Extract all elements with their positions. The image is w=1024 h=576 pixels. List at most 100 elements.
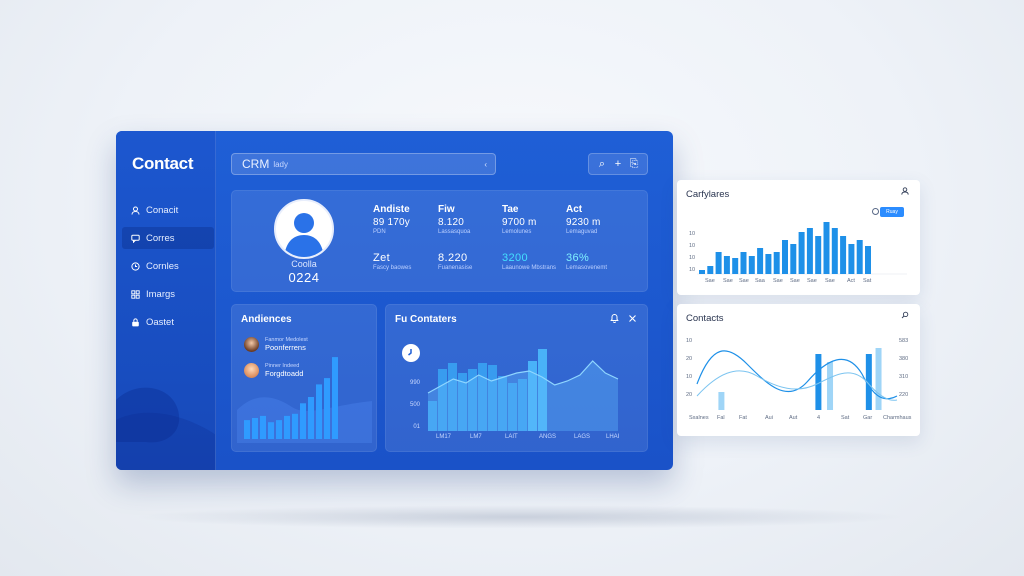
y-tick: 10 (689, 267, 696, 273)
lock-icon (131, 317, 140, 327)
bar (757, 248, 764, 274)
bar (856, 240, 863, 274)
sidebar-item-label: Cornles (146, 260, 179, 272)
person-row[interactable]: Fanmor Medolest Poonferrens (244, 337, 308, 352)
clock-icon[interactable] (402, 344, 420, 362)
radio-icon[interactable] (872, 208, 879, 215)
bar (773, 252, 780, 274)
bar (528, 361, 537, 431)
bar (740, 252, 747, 274)
bell-icon[interactable] (610, 313, 619, 323)
person-row[interactable]: Pinner Indeed Forgdtoadd (244, 363, 303, 378)
document-icon[interactable]: ⎘ (629, 157, 639, 170)
bar (865, 354, 872, 410)
close-icon[interactable] (628, 313, 637, 323)
sidebar-item-oastet[interactable]: Oastet (122, 311, 214, 333)
companies-chart (697, 222, 907, 275)
contacts-line-chart (696, 348, 898, 410)
chevron-icon[interactable]: ‹ (484, 159, 487, 169)
y-tick-right: 220 (899, 392, 909, 398)
bar (699, 270, 705, 274)
sidebar-item-corres[interactable]: Corres (122, 227, 214, 249)
toolbar: ⌕ + ⎘ (588, 153, 648, 175)
bar (815, 236, 822, 274)
message-icon (131, 234, 140, 243)
stat-head: Act (566, 204, 583, 215)
andiences-card: Andiences Fanmor Medolest Poonferrens Pi… (231, 304, 377, 452)
y-tick: 10 (686, 374, 693, 380)
x-tick: ANGS (539, 434, 557, 440)
x-tick: Sae (705, 278, 715, 284)
y-tick-right: 310 (899, 374, 909, 380)
stat-tae: Tae 9700 m Lemolunes (502, 204, 537, 235)
companies-title: Carfylares (686, 189, 730, 200)
bar (875, 348, 882, 410)
y-tick: 10 (686, 338, 693, 344)
contacts-title: Contacts (686, 313, 724, 324)
avatar[interactable] (274, 199, 334, 259)
series-line (696, 350, 898, 400)
bar (488, 365, 497, 431)
bar (438, 369, 447, 431)
y-tick-right: 583 (899, 338, 909, 344)
user-icon[interactable] (901, 187, 909, 195)
andiences-title: Andiences (241, 314, 292, 325)
kpi-value: 8.220 (438, 252, 468, 264)
bar (508, 383, 517, 431)
sidebar-item-contacts[interactable]: Conacit (122, 199, 214, 221)
x-tick: Gar (863, 415, 873, 421)
sidebar-item-label: Corres (146, 232, 175, 244)
x-tick: 4 (817, 415, 821, 421)
x-tick: Aui (765, 415, 773, 421)
person-line1: Pinner Indeed (265, 363, 300, 369)
y-tick: 10 (689, 255, 696, 261)
bar (715, 252, 722, 274)
bar (518, 379, 527, 431)
contacts-chart-title: Fu Contaters (395, 314, 457, 325)
series-line (696, 370, 898, 401)
stat-sub: Lemolunes (502, 229, 532, 235)
x-tick: Fat (739, 415, 747, 421)
bar (468, 369, 477, 431)
x-tick: LHAI (606, 434, 620, 440)
stat-sub: Lemaguvad (566, 229, 598, 235)
x-tick: Aut (789, 415, 798, 421)
avatar (244, 337, 259, 352)
series-line (427, 360, 619, 394)
x-tick: Saa (755, 278, 765, 284)
search-input[interactable]: CRM lady ‹ (231, 153, 496, 175)
filter-pill[interactable]: Ruay (880, 207, 904, 217)
sidebar-item-imargs[interactable]: Imargs (122, 283, 214, 305)
bar (252, 418, 258, 439)
stat-head: Andiste (373, 204, 410, 215)
bar (723, 256, 730, 274)
bar (790, 244, 797, 274)
search-icon[interactable] (901, 311, 909, 319)
sidebar-item-cornles[interactable]: Cornles (122, 255, 214, 277)
bar (260, 415, 266, 439)
stat-sub: Lassasquoa (438, 229, 471, 235)
x-tick: Sat (841, 415, 850, 421)
kpi-zet: Zet Fascy baowes (373, 252, 411, 271)
y-tick: 500 (409, 402, 420, 408)
y-tick: 01 (413, 424, 420, 430)
bar (748, 256, 755, 274)
stat-value: 9700 m (502, 217, 537, 228)
sidebar: Contact Conacit Corres Cornles Imargs (116, 131, 216, 470)
bar (848, 244, 855, 274)
bar (865, 246, 871, 274)
kpi-36: 36% Lemasovenemt (566, 252, 607, 271)
bar (332, 357, 338, 439)
stat-fiw: Fiw 8.120 Lassasquoa (438, 204, 470, 235)
add-icon[interactable]: + (614, 158, 622, 170)
kpi-sub: Laaunowe Mbstrans (502, 265, 557, 271)
search-icon[interactable]: ⌕ (598, 157, 606, 170)
decorative-wave (116, 387, 215, 470)
person-line1: Fanmor Medolest (265, 337, 308, 343)
stat-value: 9230 m (566, 217, 601, 228)
crm-window: Contact Conacit Corres Cornles Imargs (116, 131, 673, 470)
stat-andiste: Andiste 89 170y PDN (373, 204, 410, 235)
bar (707, 266, 714, 274)
bar (782, 240, 788, 274)
bar (538, 349, 547, 431)
